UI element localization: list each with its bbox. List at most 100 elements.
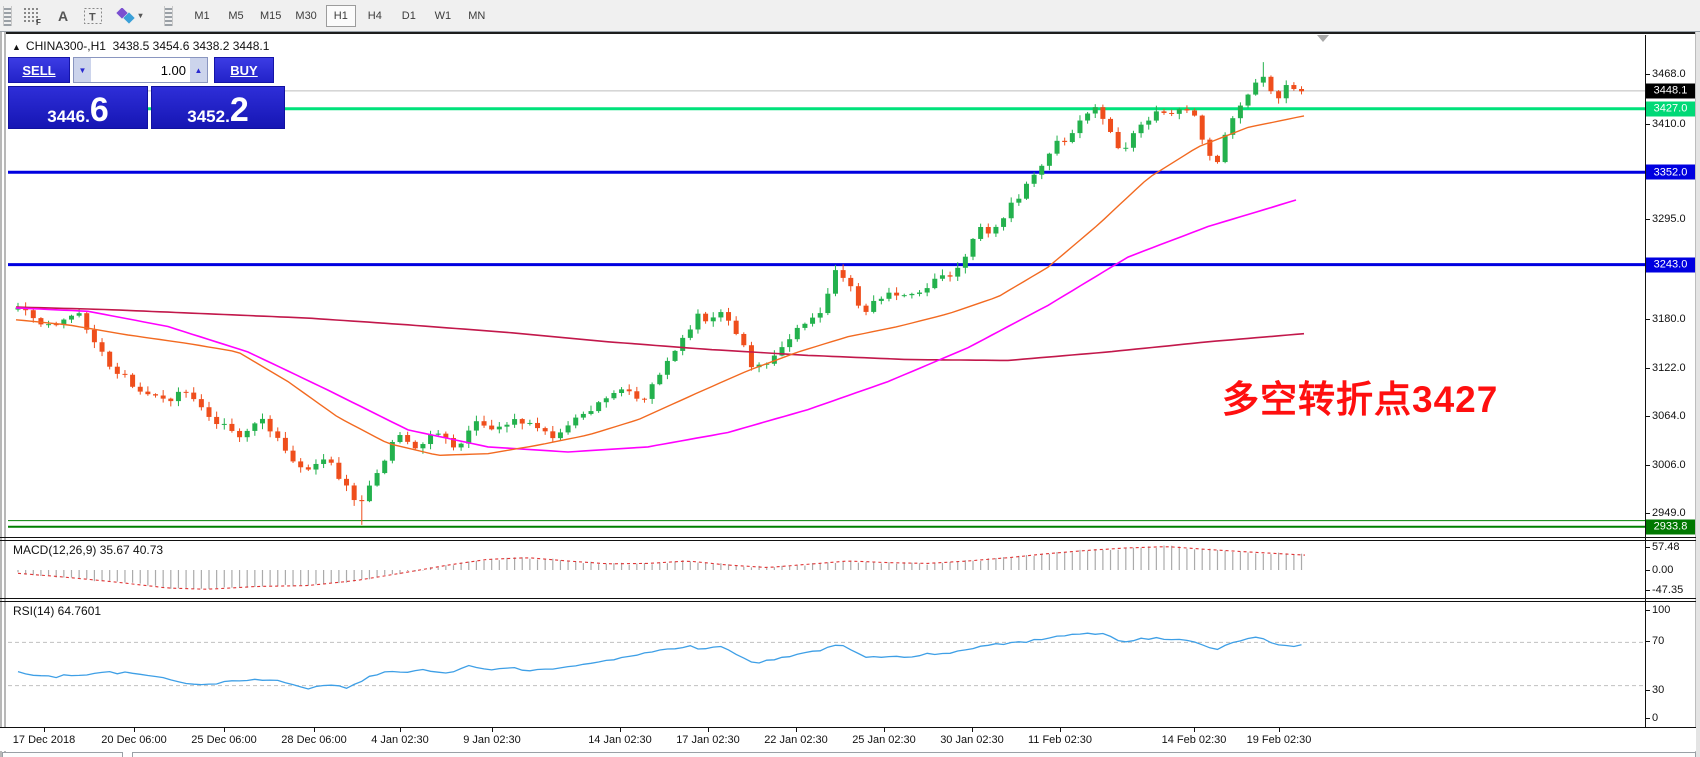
price-badge: 3352.0 <box>1646 164 1695 180</box>
axis-price-label: 0.00 <box>1652 564 1674 576</box>
volume-input[interactable]: 1.00 <box>91 58 190 82</box>
timeframe-toolbar: M1 M5 M15 M30 H1 H4 D1 W1 MN <box>185 4 494 27</box>
date-label: 30 Jan 02:30 <box>940 734 1004 746</box>
chart-annotation-text[interactable]: 多空转折点3427 <box>1222 379 1499 420</box>
chart-title: ▲ CHINA300-,H1 3438.5 3454.6 3438.2 3448.… <box>12 39 269 53</box>
axis-tick <box>1645 641 1650 642</box>
shapes-icon[interactable]: ▾ <box>110 4 148 28</box>
axis-price-label: 30 <box>1652 684 1665 696</box>
bottom-tab-strip-left[interactable] <box>2 752 123 757</box>
date-tick <box>884 728 885 732</box>
date-label: 22 Jan 02:30 <box>764 734 828 746</box>
rsi-label: RSI(14) 64.7601 <box>13 604 102 618</box>
timeframe-button-h4[interactable]: H4 <box>367 9 382 22</box>
price-badge: 3448.1 <box>1646 83 1695 99</box>
axis-price-label: 57.48 <box>1652 541 1680 553</box>
sell-price-display[interactable]: 3446. 6 <box>8 86 148 129</box>
chart-shift-marker[interactable] <box>1317 35 1329 42</box>
toolbar-grip[interactable] <box>3 5 12 26</box>
macd-canvas[interactable] <box>8 540 1645 598</box>
date-tick <box>1194 728 1195 732</box>
sell-button[interactable]: SELL <box>8 57 70 83</box>
date-tick <box>224 728 225 732</box>
axis-price-label: -47.35 <box>1652 584 1684 596</box>
fibonacci-icon[interactable]: F <box>20 4 46 28</box>
axis-tick <box>1645 547 1650 548</box>
axis-tick <box>1645 610 1650 611</box>
date-tick <box>972 728 973 732</box>
shapes-dropdown-arrow[interactable]: ▾ <box>138 11 143 20</box>
separator-main-macd[interactable] <box>0 537 1696 538</box>
date-label: 4 Jan 02:30 <box>371 734 429 746</box>
separator-macd-rsi[interactable] <box>0 598 1696 599</box>
date-tick <box>796 728 797 732</box>
axis-tick <box>1645 416 1650 417</box>
axis-price-label: 3064.0 <box>1652 410 1686 422</box>
axis-price-label: 2949.0 <box>1652 507 1686 519</box>
timeframe-button-m1[interactable]: M1 <box>194 9 210 22</box>
price-badge: 3427.0 <box>1646 101 1695 117</box>
date-axis[interactable]: 17 Dec 2018 20 Dec 06:00 25 Dec 06:00 28 De… <box>0 728 1696 751</box>
svg-text:T: T <box>89 11 96 23</box>
axis-tick <box>1645 319 1650 320</box>
axis-tick <box>1645 368 1650 369</box>
date-label: 11 Feb 02:30 <box>1027 734 1093 746</box>
axis-tick <box>1645 465 1650 466</box>
text-label-icon[interactable]: A <box>57 7 69 24</box>
axis-tick <box>1645 590 1650 591</box>
axis-price-label: 0 <box>1652 712 1659 724</box>
timeframe-button-h1[interactable]: H1 <box>325 4 356 27</box>
buy-price-main: 3452 <box>187 107 226 126</box>
separator-main-macd-2 <box>0 540 1696 541</box>
axis-price-label: 3006.0 <box>1652 459 1686 471</box>
date-label: 28 Dec 06:00 <box>281 734 347 746</box>
date-tick <box>400 728 401 732</box>
separator-rsi-dates <box>0 727 1696 728</box>
axis-price-label: 3295.0 <box>1652 213 1686 225</box>
date-label: 25 Dec 06:00 <box>191 734 257 746</box>
toolbar: F A T ▾ M1 M5 M15 M30 H1 H4 D1 W1 MN <box>0 0 1700 32</box>
one-click-trade-panel: SELL ▼ 1.00 ▲ BUY 3446. 6 3452. 2 <box>8 57 288 129</box>
date-tick <box>1279 728 1280 732</box>
bottom-tab-strip-right[interactable] <box>132 752 1696 757</box>
buy-button[interactable]: BUY <box>214 57 274 83</box>
timeframe-button-m15[interactable]: M15 <box>260 9 282 22</box>
sell-price-dot: . <box>85 107 90 126</box>
window-left-border <box>0 32 6 757</box>
buy-price-display[interactable]: 3452. 2 <box>151 86 285 129</box>
axis-price-label: 100 <box>1652 604 1671 616</box>
rsi-canvas[interactable] <box>8 601 1645 727</box>
volume-down-button[interactable]: ▼ <box>74 58 91 82</box>
axis-tick <box>1645 718 1650 719</box>
timeframe-button-m30[interactable]: M30 <box>295 9 317 22</box>
axis-tick <box>1645 219 1650 220</box>
date-label: 17 Dec 2018 <box>12 734 76 746</box>
axis-tick <box>1645 74 1650 75</box>
price-badge: 2933.8 <box>1646 519 1695 535</box>
timeframe-button-w1[interactable]: W1 <box>434 9 452 22</box>
axis-price-label: 3410.0 <box>1652 118 1686 130</box>
volume-spinner: ▼ 1.00 ▲ <box>73 57 208 83</box>
text-box-icon[interactable]: T <box>80 4 106 28</box>
window-right-border <box>1695 32 1700 757</box>
date-label: 20 Dec 06:00 <box>101 734 167 746</box>
date-label: 14 Feb 02:30 <box>1161 734 1227 746</box>
axis-tick <box>1645 570 1650 571</box>
date-label: 25 Jan 02:30 <box>852 734 916 746</box>
collapse-triangle-icon[interactable]: ▲ <box>12 42 21 52</box>
price-axis-line[interactable] <box>1645 35 1646 728</box>
axis-tick <box>1645 124 1650 125</box>
axis-tick <box>1645 513 1650 514</box>
axis-price-label: 3180.0 <box>1652 313 1686 325</box>
timeframe-button-mn[interactable]: MN <box>468 9 486 22</box>
svg-text:F: F <box>36 18 41 25</box>
sell-price-big-digit: 6 <box>89 91 109 130</box>
timeframe-button-m5[interactable]: M5 <box>228 9 244 22</box>
macd-label: MACD(12,26,9) 35.67 40.73 <box>13 543 164 557</box>
timeframe-button-d1[interactable]: D1 <box>401 9 416 22</box>
date-tick <box>620 728 621 732</box>
date-tick <box>134 728 135 732</box>
volume-up-button[interactable]: ▲ <box>190 58 207 82</box>
timeframe-grip[interactable] <box>164 5 173 26</box>
